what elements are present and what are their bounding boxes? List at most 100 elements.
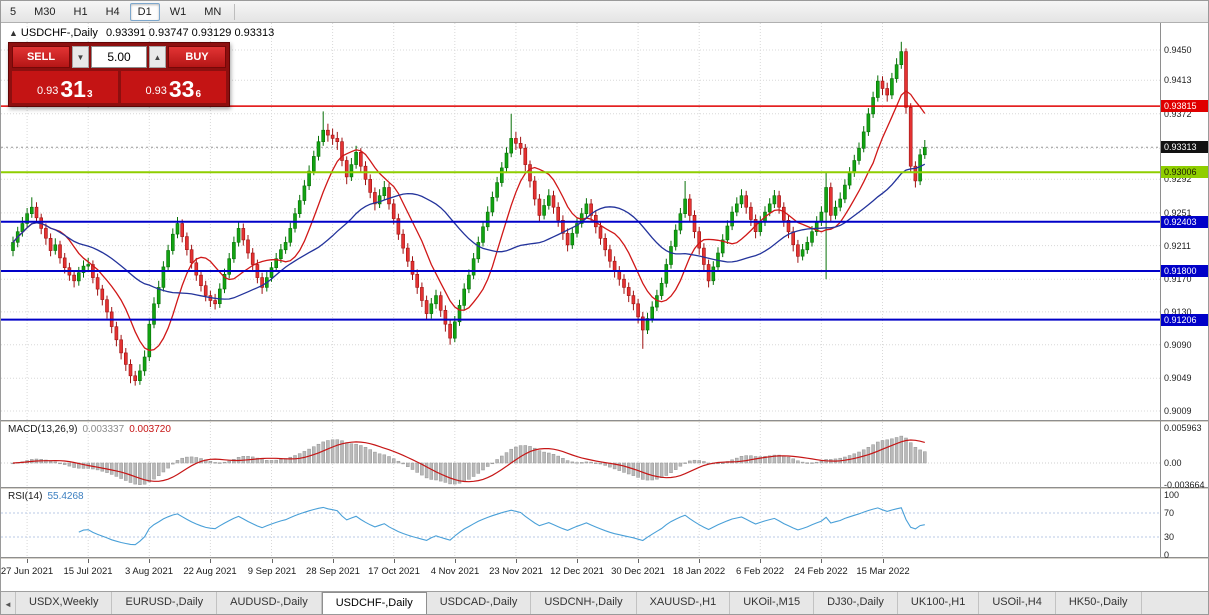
date-tick-mark	[27, 558, 28, 563]
date-label: 15 Mar 2022	[856, 566, 910, 577]
date-tick-mark	[883, 558, 884, 563]
timeframe-button-d1[interactable]: D1	[129, 2, 160, 21]
sell-button[interactable]: SELL	[12, 46, 70, 68]
chart-title: ▲ USDCHF-,Daily 0.93391 0.93747 0.93129 0…	[9, 27, 274, 39]
macd-axis-label: -0.003664	[1164, 479, 1205, 490]
date-axis-divider	[1, 557, 1208, 559]
sell-price-pip: 3	[86, 89, 93, 100]
toolbar-separator	[234, 3, 236, 20]
date-label: 24 Feb 2022	[794, 566, 848, 577]
chart-tab-usdcnh-daily[interactable]: USDCNH-,Daily	[531, 592, 637, 614]
date-label: 30 Dec 2021	[611, 566, 665, 577]
chart-tab-eurusd-daily[interactable]: EURUSD-,Daily	[112, 592, 218, 614]
rsi-axis-label: 100	[1164, 490, 1180, 500]
level-price-box: 0.91800	[1161, 265, 1208, 277]
chart-tab-uk100-h1[interactable]: UK100-,H1	[898, 592, 980, 614]
buy-button[interactable]: BUY	[168, 46, 226, 68]
chart-tab-usoil-h4[interactable]: USOil-,H4	[979, 592, 1056, 614]
date-tick-mark	[210, 558, 211, 563]
price-axis-label: 0.9292	[1164, 174, 1192, 185]
price-axis-label: 0.9372	[1164, 108, 1192, 119]
collapse-trade-panel-icon[interactable]: ▲	[9, 28, 18, 38]
date-tick-mark	[333, 558, 334, 563]
macd-axis-label: 0.00	[1164, 458, 1182, 468]
macd-label: MACD(13,26,9) 0.003337 0.003720	[8, 424, 171, 435]
chevron-up-icon: ▲	[153, 52, 162, 62]
timeframe-button-mn[interactable]: MN	[204, 5, 222, 18]
date-tick-mark	[638, 558, 639, 563]
buy-price-display[interactable]: 0.93 33 6	[120, 71, 226, 103]
chart-tab-usdchf-daily[interactable]: USDCHF-,Daily	[321, 592, 427, 614]
timeframe-button-w1[interactable]: W1	[169, 5, 187, 18]
rsi-axis-label: 30	[1164, 532, 1175, 542]
volume-increase-button[interactable]: ▲	[149, 46, 166, 68]
date-label: 9 Sep 2021	[247, 566, 297, 577]
rsi-value: 55.4268	[47, 491, 84, 502]
macd-signal-value: 0.003720	[129, 424, 171, 435]
timeframe-button-5[interactable]: 5	[10, 5, 17, 18]
price-axis-label: 0.9170	[1164, 274, 1192, 285]
date-tick-mark	[272, 558, 273, 563]
price-axis-label: 0.9130	[1164, 306, 1192, 317]
date-tick-mark	[516, 558, 517, 563]
date-tick-mark	[577, 558, 578, 563]
buy-price-big: 33	[168, 76, 195, 103]
main-price-chart[interactable]	[1, 23, 1160, 420]
rsi-indicator-chart[interactable]	[1, 489, 1160, 557]
buy-price-small: 0.93	[145, 85, 167, 97]
timeframe-button-h1[interactable]: H1	[73, 5, 88, 18]
date-label: 27 Jun 2021	[0, 566, 54, 577]
macd-axis-label: 0.005963	[1164, 422, 1202, 433]
price-axis-label: 0.9211	[1164, 240, 1191, 251]
date-label: 3 Aug 2021	[124, 566, 174, 577]
ohlc-values: 0.93391 0.93747 0.93129 0.93313	[105, 27, 275, 39]
date-tick-mark	[88, 558, 89, 563]
level-price-box: 0.93815	[1161, 100, 1208, 113]
chart-tab-dj30-daily[interactable]: DJ30-,Daily	[814, 592, 898, 614]
date-label: 17 Oct 2021	[368, 566, 420, 577]
price-axis-label: 0.9090	[1164, 339, 1192, 350]
tab-scroll-left-icon[interactable]: ◄	[1, 592, 16, 614]
macd-panel-divider[interactable]	[1, 420, 1208, 422]
sell-price-display[interactable]: 0.93 31 3	[12, 71, 118, 103]
chart-tab-audusd-daily[interactable]: AUDUSD-,Daily	[217, 592, 322, 614]
date-label: 23 Nov 2021	[489, 566, 543, 577]
sell-price-small: 0.93	[36, 85, 59, 97]
date-tick-mark	[455, 558, 456, 563]
buy-price-pip: 6	[195, 89, 202, 100]
macd-indicator-chart[interactable]	[1, 422, 1160, 487]
chart-tab-bar: ◄ USDX,Weekly EURUSD-,Daily AUDUSD-,Daily US…	[1, 591, 1208, 614]
chart-tab-usdcad-daily[interactable]: USDCAD-,Daily	[427, 592, 532, 614]
rsi-axis-label: 70	[1164, 508, 1175, 518]
chart-tab-hk50-daily[interactable]: HK50-,Daily	[1056, 592, 1142, 614]
current-price-box: 0.93313	[1161, 141, 1208, 154]
chart-tab-ukoil-m15[interactable]: UKOil-,M15	[730, 592, 815, 614]
sell-price-big: 31	[60, 76, 86, 103]
chart-tab-usdx-weekly[interactable]: USDX,Weekly	[16, 592, 113, 614]
date-label: 12 Dec 2021	[550, 566, 604, 577]
date-label: 18 Jan 2022	[672, 566, 726, 577]
date-tick-mark	[821, 558, 822, 563]
volume-decrease-button[interactable]: ▼	[72, 46, 89, 68]
price-axis-label: 0.9251	[1164, 207, 1192, 218]
price-axis-label: 0.9413	[1164, 75, 1192, 86]
price-axis-label: 0.9049	[1164, 373, 1192, 384]
rsi-panel-divider[interactable]	[1, 487, 1208, 489]
chevron-down-icon: ▼	[76, 52, 85, 62]
level-price-box: 0.91206	[1161, 313, 1208, 326]
timeframe-button-h4[interactable]: H4	[105, 5, 120, 18]
level-price-box: 0.92403	[1161, 215, 1208, 228]
level-price-box: 0.93006	[1161, 166, 1208, 179]
price-axis-label: 0.9450	[1164, 44, 1192, 55]
date-tick-mark	[394, 558, 395, 563]
price-axis-separator[interactable]	[1160, 23, 1161, 557]
chart-tab-xauusd-h1[interactable]: XAUUSD-,H1	[637, 592, 731, 614]
volume-input[interactable]	[91, 46, 147, 68]
macd-main-value: 0.003337	[82, 424, 125, 435]
symbol-period-label: USDCHF-,Daily	[20, 27, 98, 39]
timeframe-button-m30[interactable]: M30	[34, 5, 56, 18]
date-tick-mark	[760, 558, 761, 563]
date-tick-mark	[699, 558, 700, 563]
